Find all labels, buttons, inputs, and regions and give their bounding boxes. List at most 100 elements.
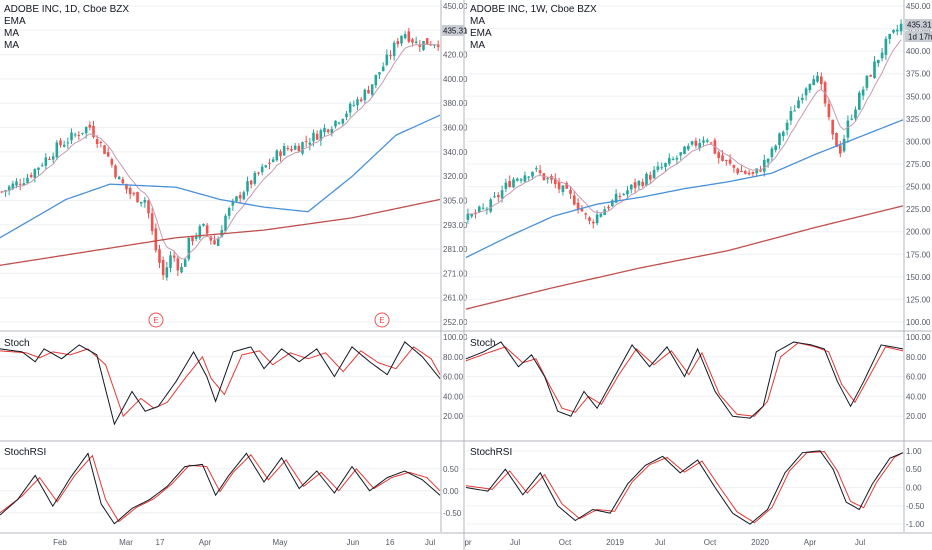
candle-body xyxy=(0,191,4,193)
time-axis-label[interactable]: 16 xyxy=(386,538,395,547)
price-axis-tick[interactable]: 400.00 xyxy=(906,47,931,56)
price-axis-tick[interactable]: 400.00 xyxy=(443,75,468,84)
time-axis-label[interactable]: Jul xyxy=(510,538,520,547)
candle xyxy=(216,236,220,247)
price-axis-tick[interactable]: 375.00 xyxy=(906,70,931,79)
stoch-axis-tick[interactable]: 100.00 xyxy=(443,333,468,342)
time-axis-label[interactable]: 2019 xyxy=(606,538,624,547)
time-axis-label[interactable]: Oct xyxy=(704,538,717,547)
candle-body xyxy=(857,92,861,110)
right-legend-ind1[interactable]: MA xyxy=(470,16,485,27)
time-axis-label[interactable]: Oct xyxy=(559,538,572,547)
candle xyxy=(18,178,22,191)
candle-body xyxy=(576,202,580,210)
time-axis-label[interactable]: Jul xyxy=(425,538,435,547)
price-axis-tick[interactable]: 150.00 xyxy=(906,273,931,282)
price-axis-tick[interactable]: 340.00 xyxy=(443,148,468,157)
ma-fast-line[interactable] xyxy=(0,114,441,239)
time-axis-label[interactable]: 2020 xyxy=(751,538,769,547)
price-axis-tick[interactable]: 200.00 xyxy=(906,228,931,237)
stoch-axis-tick[interactable]: 40.00 xyxy=(906,392,927,401)
price-axis-tick[interactable]: 305.00 xyxy=(443,196,468,205)
price-axis-tick[interactable]: 252.00 xyxy=(443,318,468,327)
stoch-k-line[interactable] xyxy=(0,341,441,426)
stochrsi-axis-tick[interactable]: 0.00 xyxy=(906,484,922,493)
price-axis-tick[interactable]: 420.00 xyxy=(443,51,468,60)
stochrsi-axis-tick[interactable]: -0.50 xyxy=(443,509,462,518)
stoch-axis-tick[interactable]: 60.00 xyxy=(443,373,464,382)
price-axis-tick[interactable]: 175.00 xyxy=(906,250,931,259)
time-axis-label[interactable]: Jul xyxy=(655,538,665,547)
price-axis-tick[interactable]: 325.00 xyxy=(906,115,931,124)
time-axis-label[interactable]: Apr xyxy=(199,538,212,547)
ma-slow-line[interactable] xyxy=(0,198,441,266)
candle-body xyxy=(103,145,106,155)
right-stoch-title[interactable]: Stoch xyxy=(470,338,496,349)
stoch-axis-tick[interactable]: 20.00 xyxy=(443,412,464,421)
price-axis-tick[interactable]: 320.00 xyxy=(443,172,468,181)
time-axis-label[interactable]: 17 xyxy=(156,538,165,547)
price-axis-tick[interactable]: 360.00 xyxy=(443,124,468,133)
stochrsi-d-line[interactable] xyxy=(0,453,441,523)
left-chart-daily[interactable]: 450.00440.00420.00400.00380.00360.00340.… xyxy=(0,0,470,547)
right-legend-ind2[interactable]: EMA xyxy=(470,28,492,39)
price-axis-tick[interactable]: 271.00 xyxy=(443,269,468,278)
stoch-axis-tick[interactable]: 60.00 xyxy=(906,373,927,382)
time-axis-label[interactable]: Jun xyxy=(347,538,360,547)
candle xyxy=(429,40,433,46)
left-stoch-title[interactable]: Stoch xyxy=(4,338,30,349)
stoch-axis-tick[interactable]: 100.00 xyxy=(906,333,931,342)
stochrsi-axis-tick[interactable]: 0.50 xyxy=(443,465,459,474)
candle-body xyxy=(84,126,88,134)
stochrsi-axis-tick[interactable]: 0.50 xyxy=(906,465,922,474)
stoch-d-line[interactable] xyxy=(465,342,904,417)
stoch-axis-tick[interactable]: 80.00 xyxy=(906,353,927,362)
left-legend-ind2[interactable]: MA xyxy=(4,28,19,39)
stoch-k-line[interactable] xyxy=(465,341,904,419)
price-axis-tick[interactable]: 450.00 xyxy=(906,2,931,11)
price-axis-tick[interactable]: 125.00 xyxy=(906,295,931,304)
stoch-axis-tick[interactable]: 40.00 xyxy=(443,392,464,401)
price-axis-tick[interactable]: 100.00 xyxy=(906,318,931,327)
time-axis-label[interactable]: May xyxy=(272,538,287,547)
earnings-marker[interactable]: E xyxy=(148,312,164,328)
price-axis-tick[interactable]: 450.00 xyxy=(443,2,468,11)
stochrsi-k-line[interactable] xyxy=(0,452,441,525)
left-legend-ind1[interactable]: EMA xyxy=(4,16,26,27)
stochrsi-axis-tick[interactable]: -0.50 xyxy=(906,502,925,511)
right-stochrsi-title[interactable]: StochRSI xyxy=(470,447,512,458)
time-axis-label[interactable]: Jul xyxy=(855,538,865,547)
price-axis-tick[interactable]: 380.00 xyxy=(443,99,468,108)
price-axis-tick[interactable]: 275.00 xyxy=(906,160,931,169)
candle-body xyxy=(797,100,800,109)
time-axis-label[interactable]: Mar xyxy=(119,538,133,547)
ma-slow-line[interactable] xyxy=(465,205,904,310)
price-axis-tick[interactable]: 261.00 xyxy=(443,294,468,303)
stoch-axis-tick[interactable]: 80.00 xyxy=(443,353,464,362)
time-axis-label[interactable]: pr xyxy=(464,538,471,547)
left-legend-ind3[interactable]: MA xyxy=(4,40,19,51)
stochrsi-axis-tick[interactable]: -1.00 xyxy=(906,520,925,529)
price-axis-tick[interactable]: 250.00 xyxy=(906,183,931,192)
ema-line[interactable] xyxy=(1,43,439,260)
stoch-axis-tick[interactable]: 20.00 xyxy=(906,412,927,421)
stochrsi-d-line[interactable] xyxy=(465,451,904,524)
right-chart-weekly[interactable]: 450.00425.00400.00375.00350.00325.00300.… xyxy=(464,0,932,547)
stochrsi-k-line[interactable] xyxy=(465,450,904,525)
right-legend-ind3[interactable]: MA xyxy=(470,40,485,51)
price-axis-tick[interactable]: 350.00 xyxy=(906,92,931,101)
stochrsi-axis-tick[interactable]: 1.00 xyxy=(906,447,922,456)
price-axis-tick[interactable]: 225.00 xyxy=(906,205,931,214)
ma-fast-line[interactable] xyxy=(465,119,904,259)
price-axis-tick[interactable]: 293.00 xyxy=(443,221,468,230)
candle xyxy=(618,192,622,201)
stochrsi-axis-tick[interactable]: 0.00 xyxy=(443,487,459,496)
left-stochrsi-title[interactable]: StochRSI xyxy=(4,447,46,458)
time-axis-label[interactable]: Feb xyxy=(53,538,67,547)
price-axis-tick[interactable]: 281.00 xyxy=(443,245,468,254)
price-axis-tick[interactable]: 300.00 xyxy=(906,137,931,146)
ema-line[interactable] xyxy=(467,39,902,215)
time-axis-label[interactable]: Apr xyxy=(804,538,817,547)
candle-body xyxy=(436,44,440,48)
earnings-marker[interactable]: E xyxy=(374,312,390,328)
